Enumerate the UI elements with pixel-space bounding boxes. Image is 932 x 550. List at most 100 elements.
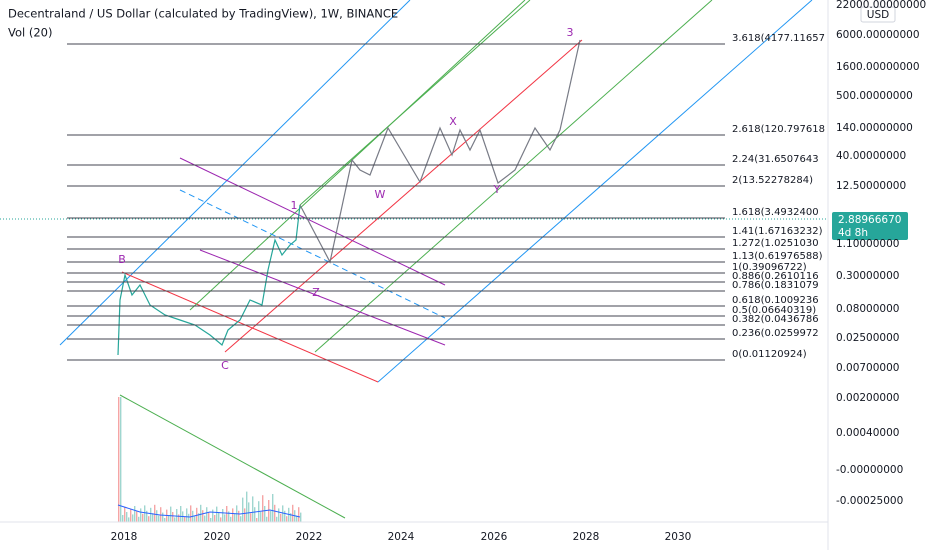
price-label: 22000.00000000 — [836, 0, 926, 11]
volume-bar — [256, 518, 258, 522]
wave-label: C — [221, 359, 229, 372]
volume-bar — [240, 516, 242, 522]
price-label: -0.00000000 — [836, 464, 903, 476]
volume-bar — [136, 511, 138, 522]
volume-bar — [122, 515, 124, 522]
wave-label: Z — [312, 286, 320, 299]
price-label: 1.10000000 — [836, 238, 899, 250]
fib-label: 0.618(0.1009236 — [732, 295, 819, 306]
volume-bar — [220, 517, 222, 522]
volume-bar — [194, 516, 196, 522]
price-label: 0.00200000 — [836, 392, 899, 404]
indicator-label: Vol (20) — [8, 26, 52, 40]
time-label: 2030 — [665, 531, 692, 543]
volume-bar — [222, 509, 224, 522]
volume-bar — [212, 509, 214, 522]
volume-bar — [130, 509, 132, 522]
fib-label: 0.786(0.1831079 — [732, 280, 819, 291]
volume-bar — [132, 514, 134, 522]
channels — [0, 0, 828, 519]
fib-label: 2(13.52278284) — [732, 175, 813, 186]
volume-bar — [158, 515, 160, 522]
volume-bar — [202, 510, 204, 522]
volume-bar — [210, 518, 212, 522]
volume-bar — [276, 516, 278, 522]
volume-bar — [260, 512, 262, 522]
volume-bar — [144, 505, 146, 522]
volume-bar — [284, 510, 286, 522]
wave-label: W — [375, 188, 386, 201]
current-price: 2.88966670 — [838, 214, 901, 226]
wave-label: X — [449, 115, 457, 128]
volume-bar — [142, 513, 144, 522]
volume-bar — [266, 516, 268, 522]
price-line — [117, 204, 301, 356]
fib-label: 1.13(0.61976588) — [732, 251, 823, 262]
volume-bar — [238, 510, 240, 522]
fib-label: 3.618(4177.11657 — [732, 33, 825, 44]
volume-bar — [180, 506, 182, 522]
volume-bar — [252, 496, 254, 522]
volume-bar — [224, 514, 226, 522]
price-label: 6000.00000000 — [836, 29, 920, 41]
fib-label: 0.5(0.06640319) — [732, 305, 816, 316]
volume-bar — [298, 507, 300, 522]
projection-line — [299, 39, 581, 264]
fib-label: 1.618(3.4932400 — [732, 207, 819, 218]
volume-bar — [184, 516, 186, 522]
volume-bar — [156, 510, 158, 522]
volume-bar — [246, 491, 248, 522]
currency[interactable]: USD — [867, 9, 889, 21]
time-label: 2028 — [573, 531, 600, 543]
volume-bar — [214, 515, 216, 522]
volume-bar — [198, 513, 200, 522]
volume-bar — [178, 514, 180, 522]
volume-bar — [280, 513, 282, 522]
price-label: 40.00000000 — [836, 150, 906, 162]
price-label: 0.30000000 — [836, 270, 899, 282]
price-label: 0.02500000 — [836, 332, 899, 344]
volume-bar — [270, 510, 272, 522]
price-label: 1600.00000000 — [836, 61, 920, 73]
volume-bar — [296, 515, 298, 522]
volume-bar — [208, 512, 210, 522]
volume-bar — [250, 513, 252, 522]
volume-bar — [226, 506, 228, 522]
wave-label: Y — [493, 183, 501, 196]
volume-bar — [290, 513, 292, 522]
fib-label: 1(0.39096722) — [732, 262, 807, 273]
volume-bar — [140, 508, 142, 522]
volume-bars — [117, 397, 302, 522]
volume-bar — [148, 516, 150, 522]
volume-bar — [188, 513, 190, 522]
volume-bar — [230, 516, 232, 522]
fib-label: 0.886(0.2610116 — [732, 271, 819, 282]
wave-label: 1 — [291, 199, 298, 212]
volume-bar — [138, 516, 140, 522]
volume-bar — [128, 517, 130, 522]
volume-bar — [244, 508, 246, 522]
volume-bar — [134, 506, 136, 522]
volume-bar — [190, 505, 192, 522]
volume-bar — [216, 506, 218, 522]
volume-bar — [282, 505, 284, 522]
price-label: 0.08000000 — [836, 303, 899, 315]
volume-bar — [176, 509, 178, 522]
volume-bar — [288, 507, 290, 522]
price-label: -0.00025000 — [836, 495, 903, 507]
volume-bar — [162, 512, 164, 522]
price-label: 0.00700000 — [836, 362, 899, 374]
volume-bar — [234, 513, 236, 522]
wave-label: B — [118, 253, 126, 266]
time-label: 2020 — [204, 531, 231, 543]
currency-box[interactable] — [860, 6, 896, 23]
price-label: 500.00000000 — [836, 90, 913, 102]
wave-label: 3 — [567, 26, 574, 39]
time-label: 2024 — [388, 531, 415, 543]
volume-bar — [274, 504, 276, 522]
time-label: 2022 — [296, 531, 323, 543]
price-label: 0.00040000 — [836, 427, 899, 439]
volume-bar — [120, 397, 122, 522]
volume-bar — [242, 497, 244, 522]
